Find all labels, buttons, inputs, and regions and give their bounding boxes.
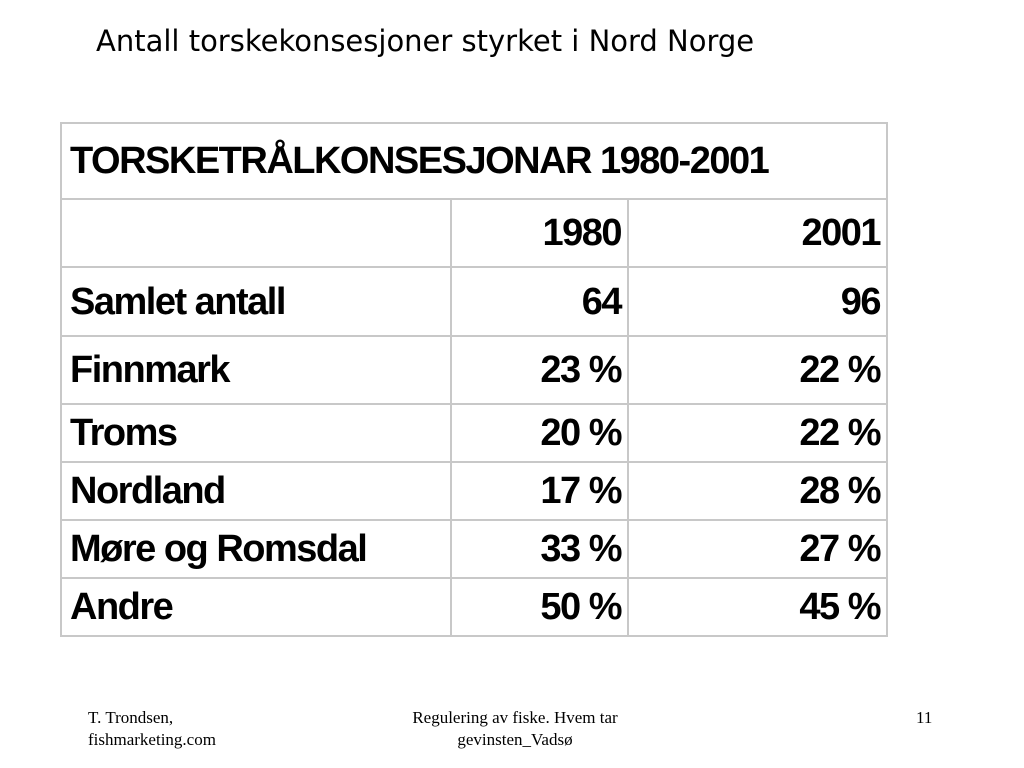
footer-presentation-title-line2: gevinsten_Vadsø <box>457 730 573 749</box>
table-row: Troms 20 % 22 % <box>60 403 888 463</box>
table-header-row: 1980 2001 <box>60 198 888 268</box>
footer-author-site: fishmarketing.com <box>88 730 216 749</box>
cell-2001: 45 % <box>627 577 888 637</box>
cell-1980: 17 % <box>449 461 630 521</box>
row-label: Samlet antall <box>60 266 452 337</box>
cell-2001: 28 % <box>627 461 888 521</box>
table-title: TORSKETRÅLKONSESJONAR 1980-2001 <box>60 122 888 200</box>
footer-presentation-title: Regulering av fiske. Hvem tar gevinsten_… <box>380 707 650 751</box>
table-row: Andre 50 % 45 % <box>60 577 888 637</box>
table-row: Samlet antall 64 96 <box>60 266 888 337</box>
table-row: Finnmark 23 % 22 % <box>60 335 888 405</box>
row-label: Møre og Romsdal <box>60 519 452 579</box>
table-title-row: TORSKETRÅLKONSESJONAR 1980-2001 <box>60 122 888 200</box>
row-label: Troms <box>60 403 452 463</box>
cell-1980: 50 % <box>449 577 630 637</box>
row-label: Nordland <box>60 461 452 521</box>
cell-1980: 64 <box>449 266 630 337</box>
cell-1980: 33 % <box>449 519 630 579</box>
row-label: Andre <box>60 577 452 637</box>
header-cell-empty <box>60 198 452 268</box>
header-cell-1980: 1980 <box>449 198 630 268</box>
cell-2001: 96 <box>627 266 888 337</box>
page-number: 11 <box>916 708 933 727</box>
footer-author: T. Trondsen, fishmarketing.com <box>88 707 216 751</box>
header-cell-2001: 2001 <box>627 198 888 268</box>
cell-2001: 27 % <box>627 519 888 579</box>
cell-1980: 23 % <box>449 335 630 405</box>
cell-2001: 22 % <box>627 335 888 405</box>
konsesjon-table: TORSKETRÅLKONSESJONAR 1980-2001 1980 200… <box>60 122 888 637</box>
cell-1980: 20 % <box>449 403 630 463</box>
cell-2001: 22 % <box>627 403 888 463</box>
footer-author-name: T. Trondsen, <box>88 708 174 727</box>
row-label: Finnmark <box>60 335 452 405</box>
table-row: Møre og Romsdal 33 % 27 % <box>60 519 888 579</box>
footer-presentation-title-line1: Regulering av fiske. Hvem tar <box>412 708 618 727</box>
table-row: Nordland 17 % 28 % <box>60 461 888 521</box>
slide-title: Antall torskekonsesjoner styrket i Nord … <box>96 24 755 58</box>
